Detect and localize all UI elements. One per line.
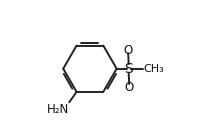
Text: S: S: [124, 62, 133, 76]
Text: O: O: [124, 44, 133, 57]
Text: H₂N: H₂N: [46, 103, 69, 116]
Text: O: O: [125, 81, 134, 94]
Text: CH₃: CH₃: [144, 64, 165, 74]
